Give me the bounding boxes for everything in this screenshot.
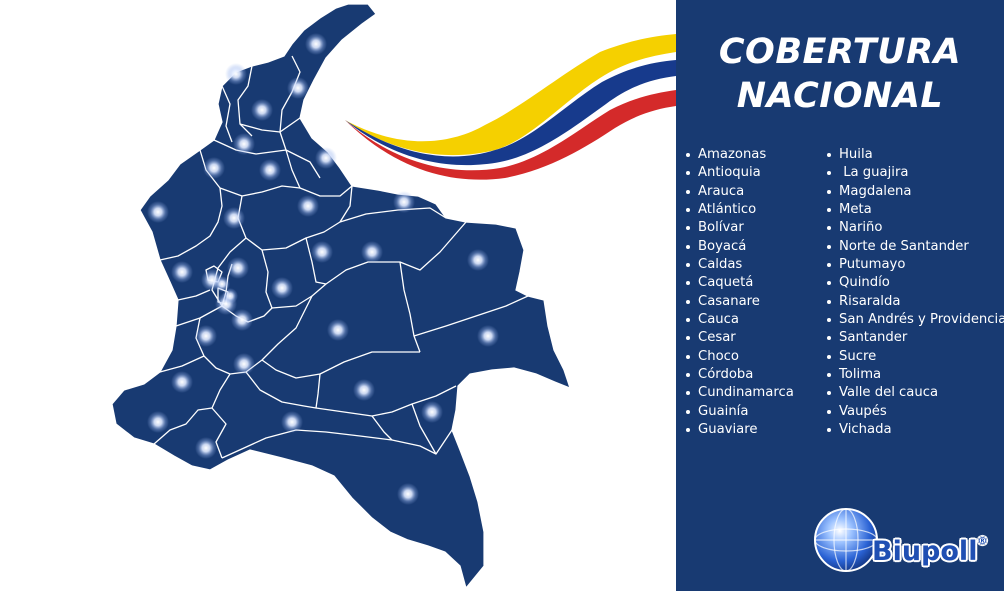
country-shape <box>111 3 571 590</box>
globe-marker-icon <box>195 325 217 347</box>
globe-marker-icon <box>327 319 349 341</box>
list-item: Quindío <box>827 274 1004 292</box>
list-item: Meta <box>827 201 1004 219</box>
globe-marker-icon <box>361 241 383 263</box>
list-item: Cundinamarca <box>686 384 794 402</box>
department-list-right: Huila La guajira Magdalena Meta Nariño N… <box>827 146 1004 440</box>
globe-marker-icon <box>233 133 255 155</box>
department-list-left: Amazonas Antioquia Arauca Atlántico Bolí… <box>686 146 794 440</box>
list-item: Valle del cauca <box>827 384 1004 402</box>
list-item: Guainía <box>686 403 794 421</box>
globe-marker-icon <box>311 241 333 263</box>
globe-marker-icon <box>147 411 169 433</box>
globe-marker-icon <box>305 33 327 55</box>
globe-marker-icon <box>353 379 375 401</box>
list-item: Amazonas <box>686 146 794 164</box>
globe-marker-icon <box>259 159 281 181</box>
globe-marker-icon <box>421 401 443 423</box>
list-item: Cesar <box>686 329 794 347</box>
list-item: Nariño <box>827 219 1004 237</box>
list-item: Huila <box>827 146 1004 164</box>
globe-marker-icon <box>477 325 499 347</box>
globe-marker-icon <box>231 309 253 331</box>
biupoll-logo: Biupoll® <box>812 506 1002 582</box>
list-item: Atlántico <box>686 201 794 219</box>
list-item: Sucre <box>827 348 1004 366</box>
globe-marker-icon <box>214 276 230 292</box>
registered-mark: ® <box>977 536 988 547</box>
globe-marker-icon <box>281 411 303 433</box>
globe-marker-icon <box>271 277 293 299</box>
colombia-flag-ribbon-icon <box>345 34 676 180</box>
globe-marker-icon <box>147 201 169 223</box>
list-item: La guajira <box>827 164 1004 182</box>
globe-marker-icon <box>223 207 245 229</box>
globe-marker-icon <box>251 99 273 121</box>
colombia-map <box>111 3 676 590</box>
list-item: Boyacá <box>686 238 794 256</box>
title-line-2: NACIONAL <box>736 76 944 116</box>
list-item: Vaupés <box>827 403 1004 421</box>
list-item: Tolima <box>827 366 1004 384</box>
globe-marker-icon <box>287 77 309 99</box>
globe-marker-icon <box>315 147 337 169</box>
logo-text: Biupoll <box>872 536 978 567</box>
globe-marker-icon <box>203 157 225 179</box>
list-item: Caldas <box>686 256 794 274</box>
globe-marker-icon <box>397 483 419 505</box>
globe-markers <box>147 33 499 505</box>
list-item: Putumayo <box>827 256 1004 274</box>
list-item: Antioquia <box>686 164 794 182</box>
list-item: San Andrés y Providencia <box>827 311 1004 329</box>
globe-marker-icon <box>227 257 249 279</box>
globe-marker-icon <box>467 249 489 271</box>
list-item: Arauca <box>686 183 794 201</box>
title-line-1: COBERTURA <box>718 32 962 72</box>
globe-marker-icon <box>171 371 193 393</box>
globe-marker-icon <box>225 63 247 85</box>
globe-marker-icon <box>195 437 217 459</box>
list-item: Caquetá <box>686 274 794 292</box>
globe-marker-icon <box>297 195 319 217</box>
list-item: Guaviare <box>686 421 794 439</box>
logo-wordmark: Biupoll® <box>872 536 987 567</box>
list-item: Cauca <box>686 311 794 329</box>
list-item: Vichada <box>827 421 1004 439</box>
list-item: Choco <box>686 348 794 366</box>
list-item: Santander <box>827 329 1004 347</box>
globe-marker-icon <box>393 191 415 213</box>
list-item: Córdoba <box>686 366 794 384</box>
globe-marker-icon <box>233 353 255 375</box>
globe-marker-icon <box>222 288 238 304</box>
list-item: Bolívar <box>686 219 794 237</box>
list-item: Casanare <box>686 293 794 311</box>
panel-title: COBERTURA NACIONAL <box>676 30 1004 118</box>
coverage-panel: COBERTURA NACIONAL Amazonas Antioquia Ar… <box>676 0 1004 591</box>
list-item: Risaralda <box>827 293 1004 311</box>
globe-marker-icon <box>171 261 193 283</box>
list-item: Norte de Santander <box>827 238 1004 256</box>
globe-logo-icon <box>814 508 878 572</box>
list-item: Magdalena <box>827 183 1004 201</box>
